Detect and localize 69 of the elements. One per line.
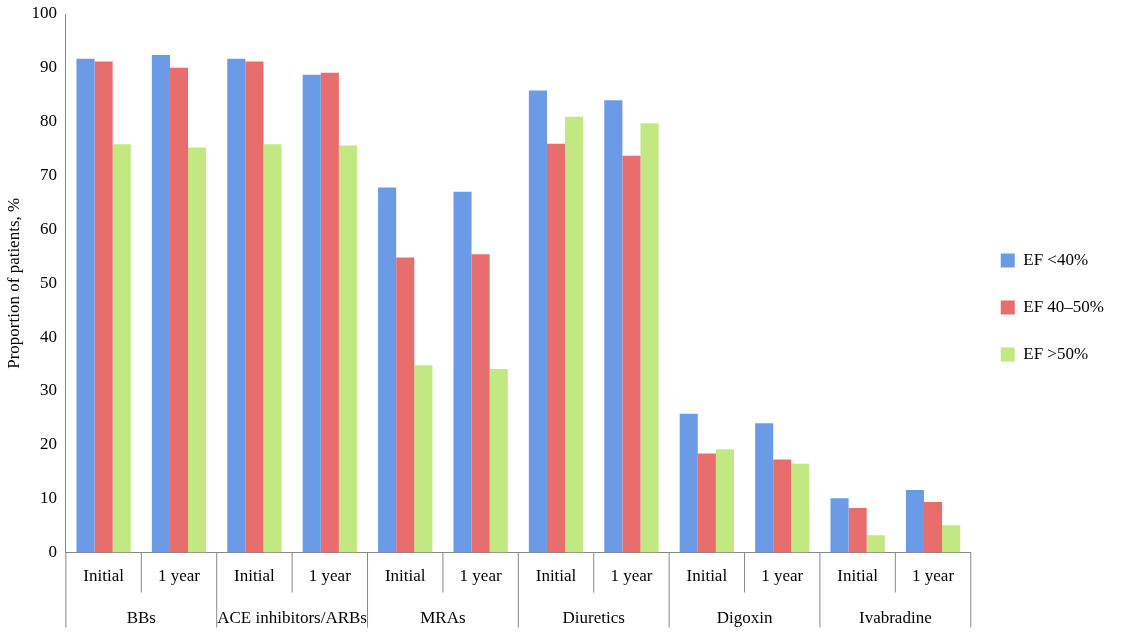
bar — [622, 155, 641, 553]
bar — [830, 498, 849, 553]
bar — [489, 368, 508, 553]
y-tick-label: 70 — [39, 165, 57, 185]
y-tick-label: 0 — [48, 542, 57, 562]
x-tick-label: 1 year — [158, 566, 201, 586]
x-tick-label: 1 year — [761, 566, 804, 586]
bar — [112, 144, 131, 553]
x-tick-label: Initial — [686, 566, 728, 586]
bar — [791, 463, 810, 553]
bar — [414, 365, 433, 553]
legend-label: EF >50% — [1023, 343, 1089, 363]
y-tick-label: 10 — [39, 488, 57, 508]
bar — [453, 191, 472, 553]
x-tick-label: 1 year — [912, 566, 955, 586]
text: ACE inhibitors/ARBs — [217, 608, 367, 628]
legend-label: EF 40–50% — [1023, 296, 1104, 316]
bar — [94, 61, 113, 553]
bar — [396, 257, 415, 553]
bar — [320, 72, 339, 553]
text: Ivabradine — [859, 608, 932, 628]
bar — [924, 501, 943, 553]
y-tick-label: 100 — [31, 3, 57, 23]
x-tick-label: 1 year — [308, 566, 352, 586]
y-tick-label: 60 — [39, 218, 57, 238]
y-tick-label: 20 — [39, 434, 57, 454]
bar — [942, 525, 961, 553]
bar — [263, 144, 282, 553]
bar — [848, 507, 867, 553]
bar — [905, 490, 924, 553]
y-tick-label: 30 — [39, 380, 57, 400]
x-tick-label: Initial — [837, 566, 879, 586]
bar — [679, 413, 698, 553]
bar — [302, 74, 321, 553]
bar — [227, 58, 246, 553]
x-tick-label: Initial — [535, 566, 577, 586]
bar — [169, 67, 189, 553]
legend-label: EF <40% — [1023, 249, 1089, 269]
y-tick-label: 90 — [39, 57, 57, 77]
bar — [151, 54, 170, 553]
bar — [338, 145, 357, 553]
bar — [773, 459, 792, 553]
bar — [528, 90, 547, 553]
text: BBs — [126, 608, 156, 628]
x-tick-label: 1 year — [459, 566, 502, 586]
text: MRAs — [420, 608, 466, 628]
bar — [755, 423, 774, 553]
bar — [76, 58, 95, 553]
bar — [546, 143, 566, 553]
bar — [378, 187, 397, 553]
x-tick-label: 1 year — [610, 566, 653, 586]
bar — [188, 147, 207, 553]
bar — [245, 61, 264, 553]
bar — [471, 254, 490, 553]
x-tick-label: Initial — [234, 566, 275, 586]
bar — [715, 449, 734, 553]
y-tick-label: 80 — [39, 111, 57, 131]
y-tick-label: 40 — [39, 326, 57, 346]
bar — [697, 453, 716, 553]
bar — [604, 100, 623, 553]
bar — [640, 123, 659, 553]
x-tick-label: Initial — [83, 566, 125, 586]
bar — [565, 116, 584, 553]
x-tick-label: Initial — [384, 566, 426, 586]
text: Diuretics — [562, 608, 625, 628]
y-tick-label: 50 — [39, 272, 57, 292]
bar — [866, 535, 885, 553]
text: Digoxin — [716, 608, 773, 628]
y-axis-title: Proportion of patients, % — [3, 197, 23, 369]
